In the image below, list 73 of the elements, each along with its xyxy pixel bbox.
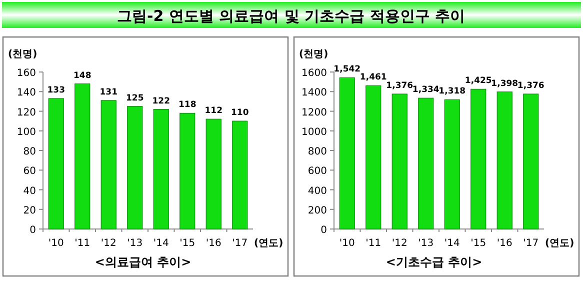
x-tick-label: '14 — [444, 238, 460, 249]
data-label: 1,318 — [438, 86, 466, 97]
data-label: 118 — [178, 100, 196, 110]
x-tick-label: '13 — [127, 238, 143, 249]
x-tick-label: '17 — [232, 238, 248, 249]
y-tick-label: 200 — [308, 205, 327, 216]
y-tick-label: 60 — [23, 166, 36, 178]
x-tick-label: '16 — [496, 238, 512, 249]
bar — [127, 106, 143, 230]
bar — [392, 94, 408, 230]
y-tick-label: 0 — [320, 225, 327, 236]
y-tick-label: 1400 — [302, 88, 327, 99]
bar — [232, 120, 248, 230]
x-tick-label: '12 — [100, 238, 116, 249]
data-label: 1,425 — [464, 76, 492, 86]
data-label: 125 — [126, 93, 144, 104]
y-tick-label: 800 — [308, 146, 327, 158]
bar — [444, 99, 460, 230]
text: <의료급여 추이> — [94, 255, 192, 269]
x-tick-label: '12 — [392, 238, 408, 249]
y-tick-label: 20 — [23, 205, 36, 216]
bar — [100, 100, 116, 230]
data-label: 1,461 — [360, 72, 387, 83]
data-label: 122 — [152, 96, 170, 106]
bar — [48, 98, 64, 230]
data-label: 110 — [231, 108, 249, 118]
x-tick-label: '10 — [48, 238, 64, 249]
bar — [366, 85, 382, 230]
y-tick-label: 0 — [30, 225, 36, 236]
x-tick-label: '17 — [523, 238, 539, 249]
y-tick-label: 160 — [16, 68, 36, 79]
text: 그림-2 연도별 의료급여 및 기초수급 적용인구 추이 — [117, 7, 465, 25]
y-tick-label: 80 — [23, 146, 36, 158]
data-label: 1,398 — [491, 78, 518, 89]
y-tick-label: 400 — [308, 186, 327, 197]
bar — [339, 77, 355, 230]
bar — [206, 118, 222, 230]
x-axis-title: (연도) — [254, 238, 284, 249]
y-tick-label: 1200 — [302, 107, 327, 118]
x-axis-title: (연도) — [545, 238, 574, 249]
data-label: 1,542 — [334, 64, 361, 75]
data-label: 112 — [204, 106, 223, 116]
y-tick-label: 140 — [16, 88, 36, 99]
y-axis-title: (천명) — [8, 49, 38, 60]
text: <기초수급 추이> — [386, 255, 482, 269]
x-tick-label: '11 — [74, 238, 90, 249]
x-tick-label: '15 — [470, 238, 486, 249]
bar — [496, 92, 512, 230]
y-tick-label: 120 — [16, 107, 36, 118]
data-label: 1,376 — [517, 80, 544, 91]
bar — [523, 94, 539, 230]
x-tick-label: '11 — [366, 238, 382, 249]
data-label: 1,376 — [386, 80, 414, 91]
y-tick-label: 100 — [16, 126, 36, 138]
data-label: 148 — [74, 70, 92, 81]
y-tick-label: 1000 — [302, 126, 327, 138]
x-tick-label: '16 — [206, 238, 222, 249]
data-label: 1,334 — [412, 85, 440, 96]
y-tick-label: 1600 — [302, 68, 327, 79]
data-label: 133 — [47, 85, 66, 96]
y-tick-label: 600 — [308, 166, 327, 178]
x-tick-label: '15 — [180, 238, 196, 249]
bar — [418, 98, 434, 230]
bar — [153, 108, 169, 230]
bar — [470, 88, 486, 230]
y-axis-title: (천명) — [299, 49, 328, 60]
bar — [180, 112, 196, 230]
y-tick-label: 40 — [23, 186, 36, 197]
bar — [74, 83, 90, 230]
x-tick-label: '10 — [339, 238, 355, 249]
x-tick-label: '13 — [418, 238, 434, 249]
data-label: 131 — [100, 87, 118, 98]
x-tick-label: '14 — [153, 238, 169, 249]
